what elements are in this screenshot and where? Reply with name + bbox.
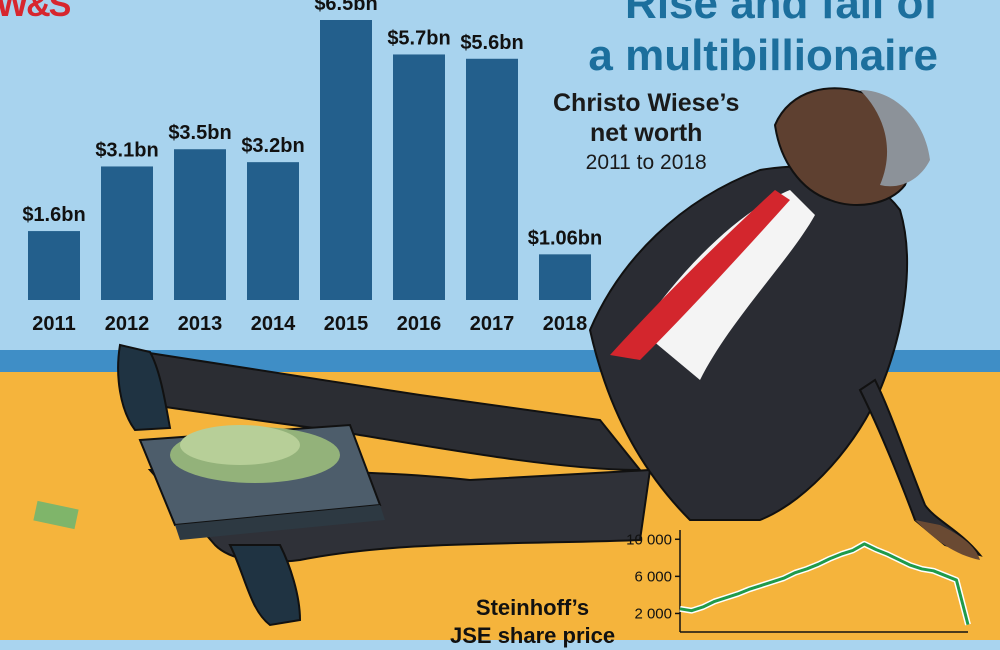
- year-label: 2018: [543, 313, 588, 335]
- bar-2017: [466, 58, 518, 301]
- subtitle-line-1: Christo Wiese’s: [553, 89, 740, 117]
- net-worth-bar-chart: $1.6bn 2011 $3.1bn 2012 $3.5bn 2013 $3.2bn 2014…: [22, 0, 602, 335]
- share-price-chart: 10 000 6 000 2 000: [626, 530, 971, 633]
- share-title-line-1: Steinhoff’s: [475, 595, 590, 620]
- share-y-tick-label: 6 000: [634, 568, 672, 585]
- share-y-tick-label: 2 000: [634, 605, 672, 622]
- subtitle-line-2: net worth: [589, 119, 703, 147]
- bar-value-label: $3.1bn: [95, 139, 158, 161]
- bar-2016: [393, 54, 445, 300]
- headline-line-1: Rise and fall of: [625, 0, 938, 28]
- bar-2012: [101, 166, 153, 300]
- chart-subtitle: Christo Wiese’s net worth 2011 to 2018: [553, 88, 739, 178]
- bar-2018: [539, 254, 591, 300]
- year-label: 2016: [397, 313, 442, 335]
- subtitle-line-3: 2011 to 2018: [585, 151, 707, 174]
- year-label: 2013: [178, 313, 223, 335]
- bar-value-label: $5.6bn: [460, 32, 523, 54]
- share-title-line-2: JSE share price: [450, 623, 616, 648]
- bar-value-label: $3.2bn: [241, 135, 304, 157]
- bar-value-label: $1.06bn: [528, 227, 602, 249]
- businessman-illustration: [33, 87, 983, 627]
- share-chart-title: Steinhoff’s JSE share price: [450, 594, 615, 650]
- bar-2013: [174, 149, 226, 300]
- publisher-logo: W&S: [0, 0, 71, 24]
- bar-2011: [28, 231, 80, 300]
- year-label: 2011: [32, 313, 75, 335]
- bar-value-label: $5.7bn: [387, 27, 450, 49]
- year-label: 2014: [251, 313, 296, 335]
- bar-value-label: $3.5bn: [168, 122, 231, 144]
- headline: Rise and fall of a multibillionaire: [588, 0, 938, 82]
- share-y-tick-label: 10 000: [626, 531, 672, 548]
- bar-2015: [320, 20, 372, 300]
- bar-2014: [247, 162, 299, 300]
- share-price-line: [679, 542, 970, 625]
- headline-line-2: a multibillionaire: [588, 31, 938, 80]
- year-label: 2017: [470, 313, 515, 335]
- year-label: 2015: [324, 313, 369, 335]
- bar-value-label: $1.6bn: [22, 204, 85, 226]
- share-price-line-halo: [679, 540, 971, 626]
- bar-value-label: $6.5bn: [314, 0, 377, 15]
- year-label: 2012: [105, 313, 150, 335]
